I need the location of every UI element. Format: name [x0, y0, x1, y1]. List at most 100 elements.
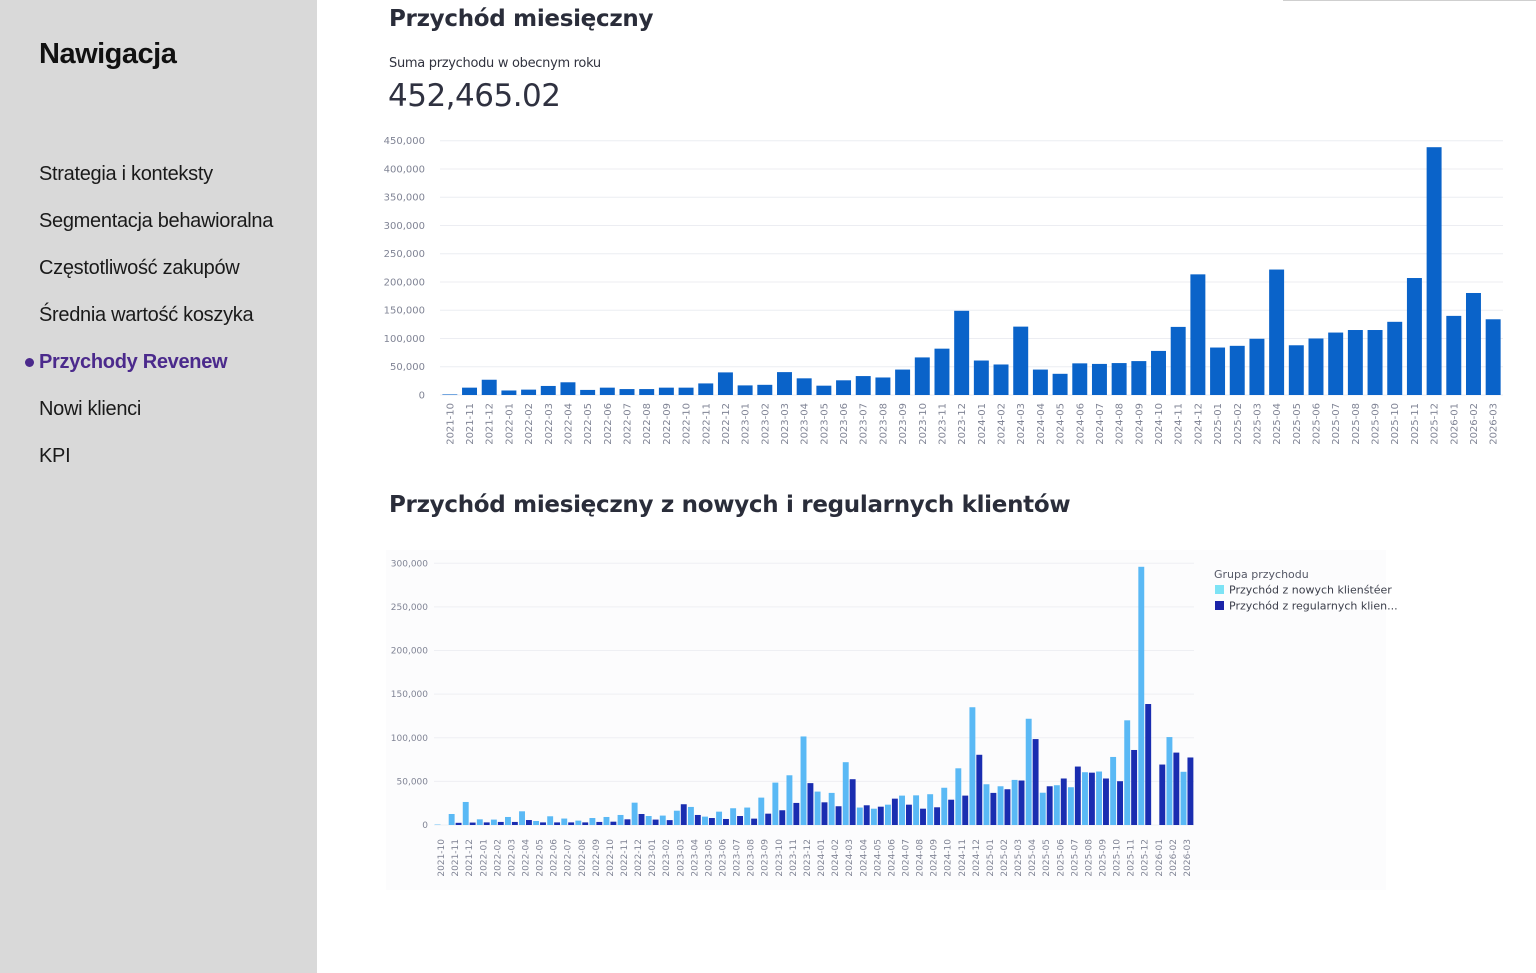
sidebar-item-7[interactable]: KPI — [0, 440, 317, 487]
legend-swatch-new-icon — [1215, 585, 1224, 594]
bar — [954, 310, 970, 395]
bar-new-clients — [1180, 771, 1187, 825]
bar-regular-clients — [666, 820, 673, 825]
bar-regular-clients — [469, 822, 476, 825]
bar-new-clients — [1067, 787, 1074, 825]
x-tick-label: 2022-10 — [682, 403, 693, 445]
bar-new-clients — [842, 762, 849, 825]
x-tick-label: 2024-09 — [930, 839, 940, 877]
x-tick-label: 2023-12 — [803, 839, 813, 877]
x-tick-label: 2023-12 — [957, 403, 968, 445]
active-indicator-icon — [25, 358, 34, 367]
bar-regular-clients — [497, 821, 504, 825]
x-tick-label: 2021-10 — [445, 403, 456, 445]
x-tick-label: 2024-01 — [977, 403, 988, 445]
bar-regular-clients — [793, 802, 800, 825]
x-tick-label: 2022-04 — [521, 839, 531, 877]
bar-new-clients — [955, 768, 962, 825]
x-tick-label: 2024-11 — [1174, 403, 1185, 445]
y-tick-label: 0 — [422, 821, 428, 831]
bar-new-clients — [533, 820, 540, 825]
x-tick-label: 2023-01 — [648, 839, 658, 877]
x-tick-label: 2023-11 — [789, 839, 799, 877]
sidebar-item-2[interactable]: Segmentacja behawioralna — [0, 205, 317, 252]
bar-regular-clients — [723, 818, 729, 825]
bar-new-clients — [476, 819, 483, 825]
x-tick-label: 2025-03 — [1252, 403, 1263, 445]
x-tick-label: 2024-09 — [1134, 403, 1145, 445]
x-tick-label: 2023-04 — [690, 839, 700, 877]
x-tick-label: 2025-04 — [1028, 839, 1038, 877]
sidebar-item-1[interactable]: Strategia i konteksty — [0, 158, 317, 205]
header-divider — [1283, 0, 1536, 1]
bar-new-clients — [828, 792, 835, 825]
y-tick-label: 400,000 — [384, 164, 425, 175]
bar-regular-clients — [1046, 786, 1053, 825]
bar-new-clients — [856, 807, 863, 825]
x-tick-label: 2024-07 — [901, 839, 911, 877]
bar-new-clients — [913, 795, 920, 825]
bar-new-clients — [730, 808, 737, 825]
x-tick-label: 2025-04 — [1272, 403, 1283, 445]
sidebar-item-label: Częstotliwość zakupów — [39, 257, 240, 279]
bar-regular-clients — [1117, 781, 1124, 825]
bar-regular-clients — [680, 804, 687, 825]
sidebar-item-5[interactable]: Przychody Revenew — [0, 346, 317, 393]
bar-new-clients — [1053, 785, 1060, 825]
x-tick-label: 2023-07 — [733, 839, 743, 877]
x-tick-label: 2025-11 — [1410, 403, 1421, 445]
y-tick-label: 300,000 — [384, 221, 425, 232]
bar-regular-clients — [920, 808, 926, 825]
bar-regular-clients — [1060, 778, 1067, 825]
bar-new-clients — [490, 819, 497, 825]
sidebar-item-label: Strategia i konteksty — [39, 163, 213, 185]
bar — [580, 389, 596, 395]
sidebar-item-4[interactable]: Średnia wartość koszyka — [0, 299, 317, 346]
sidebar-item-6[interactable]: Nowi klienci — [0, 393, 317, 440]
bar-regular-clients — [737, 816, 744, 825]
x-tick-label: 2023-10 — [918, 403, 929, 445]
x-tick-label: 2026-01 — [1155, 839, 1165, 877]
sidebar-item-label: KPI — [39, 445, 71, 467]
x-tick-label: 2022-06 — [550, 839, 560, 877]
x-tick-label: 2022-08 — [642, 403, 653, 445]
bar-regular-clients — [1173, 752, 1180, 825]
bar — [442, 394, 458, 395]
y-tick-label: 50,000 — [390, 362, 425, 373]
bar-regular-clients — [455, 822, 462, 825]
sidebar-nav: Strategia i konteksty Segmentacja behawio… — [0, 158, 317, 487]
bar — [1052, 373, 1068, 395]
bar — [481, 379, 497, 395]
x-tick-label: 2024-08 — [916, 839, 926, 877]
bar-new-clients — [645, 816, 652, 825]
x-tick-label: 2022-03 — [507, 839, 517, 877]
bar-new-clients — [786, 775, 793, 825]
bar-regular-clients — [835, 806, 842, 825]
x-tick-label: 2025-06 — [1311, 403, 1322, 445]
bar-regular-clients — [1088, 772, 1095, 825]
x-tick-label: 2025-01 — [986, 839, 996, 877]
monthly-revenue-chart: 0 50,000 100,000 150,000 200,000 250,000 300,0… — [384, 136, 1503, 445]
x-tick-label: 2022-11 — [701, 403, 712, 445]
x-tick-label: 2024-04 — [859, 839, 869, 877]
x-tick-label: 2021-12 — [465, 839, 475, 877]
bar-new-clients — [687, 806, 694, 825]
sidebar-item-3[interactable]: Częstotliwość zakupów — [0, 252, 317, 299]
bar-new-clients — [983, 784, 990, 825]
bar — [1091, 363, 1107, 395]
bar — [1446, 315, 1462, 395]
x-tick-label: 2022-05 — [583, 403, 594, 445]
x-tick-label: 2025-12 — [1141, 839, 1151, 877]
x-tick-label: 2022-02 — [493, 839, 503, 877]
bar-regular-clients — [1187, 757, 1194, 825]
bar — [462, 387, 478, 395]
x-tick-label: 2025-07 — [1070, 839, 1080, 877]
bar-regular-clients — [511, 821, 518, 825]
x-tick-label: 2024-08 — [1115, 403, 1126, 445]
y-tick-label: 450,000 — [384, 136, 425, 147]
bar — [1249, 338, 1265, 395]
bar-new-clients — [1039, 792, 1046, 825]
bar-new-clients — [1082, 772, 1088, 825]
y-tick-label: 200,000 — [391, 647, 428, 657]
bar-regular-clients — [1032, 739, 1039, 825]
